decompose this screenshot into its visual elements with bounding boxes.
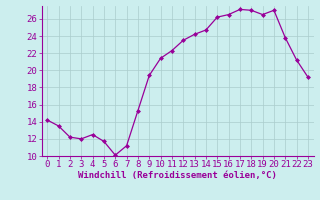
X-axis label: Windchill (Refroidissement éolien,°C): Windchill (Refroidissement éolien,°C) <box>78 171 277 180</box>
